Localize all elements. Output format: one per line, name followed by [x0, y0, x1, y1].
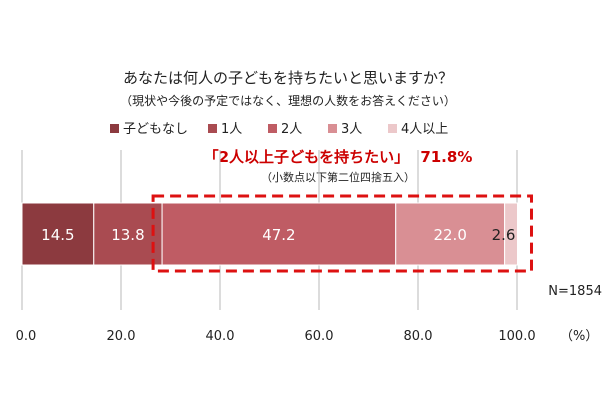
bar-segment-3 [395, 202, 506, 266]
x-tick-label-2: 40.0 [206, 329, 235, 344]
x-unit: （%） [560, 329, 598, 344]
legend-label-3: 3人 [341, 122, 362, 137]
bar-label-1: 13.8 [111, 226, 144, 244]
legend: 子どもなし 1人 2人 3人 4人以上 [110, 122, 448, 137]
chart-subtitle: （現状や今後の予定ではなく、理想の人数をお答えください） [120, 93, 456, 108]
bar-segment-4 [504, 202, 518, 266]
bar-segment-2 [161, 202, 397, 266]
legend-label-0: 子どもなし [123, 122, 188, 137]
bar-segment-0 [21, 202, 95, 266]
highlight-box [151, 194, 533, 273]
annotation-main: 「2人以上子どもを持ちたい」 71.8% [204, 148, 473, 166]
legend-swatch-4 [388, 124, 397, 133]
annotation-note: （小数点以下第二位四捨五入） [261, 170, 415, 184]
legend-label-2: 2人 [281, 122, 302, 137]
legend-swatch-3 [328, 124, 337, 133]
x-tick-label-0: 0.0 [16, 329, 37, 344]
bar-label-2: 47.2 [262, 226, 295, 244]
legend-swatch-0 [110, 124, 119, 133]
n-label: N=1854 [548, 284, 602, 299]
bar-label-3: 22.0 [433, 226, 466, 244]
bars: 14.5 13.8 47.2 22.0 2.6 [21, 202, 518, 266]
annotation-value: 71.8% [420, 148, 472, 166]
x-tick-label-4: 80.0 [404, 329, 433, 344]
legend-swatch-2 [268, 124, 277, 133]
bar-label-4: 2.6 [492, 226, 516, 244]
x-ticks: 0.0 20.0 40.0 60.0 80.0 100.0 [16, 329, 536, 344]
x-tick-label-5: 100.0 [498, 329, 535, 344]
legend-label-4: 4人以上 [401, 122, 448, 137]
bar-label-0: 14.5 [41, 226, 74, 244]
x-tick-label-3: 60.0 [305, 329, 334, 344]
chart-title: あなたは何人の子どもを持ちたいと思いますか？ [123, 69, 453, 87]
x-tick-label-1: 20.0 [107, 329, 136, 344]
legend-swatch-1 [208, 124, 217, 133]
annotation-quote: 「2人以上子どもを持ちたい」 [204, 148, 409, 166]
legend-label-1: 1人 [221, 122, 242, 137]
